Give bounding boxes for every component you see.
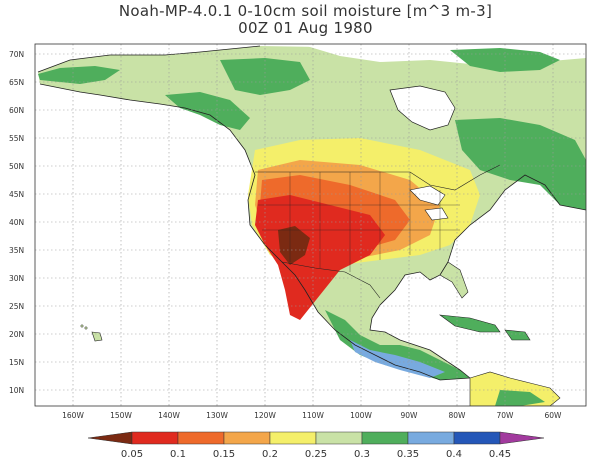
colorbar-low-arrow: [87, 431, 133, 445]
land-patch-driest-brown: [278, 226, 310, 265]
country-border-us-mexico: [281, 261, 381, 299]
land-patch-central-america-blue: [350, 340, 445, 378]
lat-tick-label: 40N: [9, 218, 24, 227]
lat-tick-label: 70N: [9, 50, 24, 59]
country-border-us-canada: [255, 164, 501, 191]
land-patch-mexico-green: [325, 310, 470, 380]
land-hawaii-islet: [80, 324, 84, 328]
hudson-bay: [389, 85, 456, 131]
colorbar-label: 0.35: [397, 449, 419, 460]
colorbar-label: 0.05: [121, 449, 143, 460]
lat-tick-label: 50N: [9, 162, 24, 171]
land-patch-alaska-green: [38, 66, 120, 84]
land-hawaii-islet: [84, 326, 88, 330]
lon-tick-label: 60W: [545, 411, 563, 420]
lat-tick-labels: 70N 65N 60N 55N 50N 45N 40N 35N 30N 25N …: [9, 50, 24, 395]
colorbar-segment: [453, 431, 501, 445]
colorbar-label: 0.1: [170, 449, 186, 460]
lat-tick-label: 10N: [9, 386, 24, 395]
lat-tick-label: 65N: [9, 78, 24, 87]
map-frame: [34, 43, 587, 407]
colorbar-label: 0.15: [213, 449, 235, 460]
lat-tick-label: 60N: [9, 106, 24, 115]
graticule: [35, 44, 586, 406]
state-borders: [258, 172, 460, 272]
colorbar-segment: [269, 431, 317, 445]
colorbar-label: 0.25: [305, 449, 327, 460]
colorbar-segment: [131, 431, 179, 445]
lon-tick-label: 150W: [110, 411, 132, 420]
land-cuba: [438, 314, 501, 333]
coastline: [37, 45, 586, 381]
land-patch-alaska-south-green: [165, 92, 250, 130]
lat-tick-label: 20N: [9, 330, 24, 339]
colorbar-label: 0.4: [446, 449, 462, 460]
colorbar-label: 0.3: [354, 449, 370, 460]
colorbar-segment: [407, 431, 455, 445]
lon-tick-labels: 160W 150W 140W 130W 120W 110W 100W 90W 8…: [62, 411, 562, 420]
map-subtitle: 00Z 01 Aug 1980: [238, 19, 373, 37]
great-lakes: [409, 185, 449, 221]
lon-tick-label: 140W: [158, 411, 180, 420]
land-hispaniola: [504, 329, 531, 341]
lat-tick-label: 25N: [9, 302, 24, 311]
colorbar-label: 0.45: [489, 449, 511, 460]
colorbar-segment: [315, 431, 363, 445]
land-patch-south-america-green: [495, 390, 545, 406]
lon-tick-label: 110W: [302, 411, 324, 420]
colorbar: 0.05 0.1 0.15 0.2 0.25 0.3 0.35 0.4 0.45: [87, 431, 545, 460]
lat-tick-label: 35N: [9, 246, 24, 255]
colorbar-segment: [223, 431, 271, 445]
lon-tick-label: 120W: [254, 411, 276, 420]
colorbar-segment: [177, 431, 225, 445]
lon-tick-label: 80W: [449, 411, 467, 420]
colorbar-segment: [361, 431, 409, 445]
lon-tick-label: 100W: [350, 411, 372, 420]
lon-tick-label: 70W: [497, 411, 515, 420]
lat-tick-label: 15N: [9, 358, 24, 367]
map-title: Noah-MP-4.0.1 0-10cm soil moisture [m^3 …: [118, 2, 493, 20]
lon-tick-label: 160W: [62, 411, 84, 420]
lat-tick-label: 45N: [9, 190, 24, 199]
colorbar-label: 0.2: [262, 449, 278, 460]
lat-tick-label: 55N: [9, 134, 24, 143]
colorbar-high-arrow: [499, 431, 545, 445]
lon-tick-label: 130W: [206, 411, 228, 420]
lon-tick-label: 90W: [401, 411, 419, 420]
lat-tick-label: 30N: [9, 274, 24, 283]
